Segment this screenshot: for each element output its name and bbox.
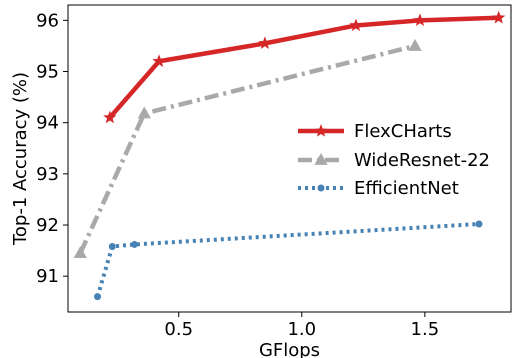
series-layer	[73, 10, 506, 301]
series-2	[94, 220, 483, 301]
series-0	[103, 10, 506, 124]
series-2-point-2	[130, 240, 138, 248]
x-tick-label-0: 0.5	[164, 319, 193, 340]
legend-label-1: WideResnet-22	[354, 150, 490, 171]
series-1-point-1	[137, 106, 151, 119]
series-2-point-3	[475, 220, 483, 228]
series-0-point-3	[349, 18, 363, 32]
y-tick-label-0: 91	[36, 266, 59, 287]
series-0-point-5	[492, 10, 506, 24]
legend-item-2: EfficientNet	[298, 178, 459, 199]
x-tick-label-2: 1.5	[411, 319, 440, 340]
series-0-point-2	[258, 36, 272, 50]
legend-marker-0	[314, 124, 328, 137]
series-2-line	[95, 221, 480, 298]
series-1	[73, 38, 422, 259]
legend-marker-2	[317, 184, 325, 192]
x-axis-label: GFlops	[259, 340, 320, 358]
legend-label-2: EfficientNet	[354, 178, 459, 199]
legend-item-1: WideResnet-22	[298, 150, 490, 171]
x-tick-label-1: 1.0	[287, 319, 316, 340]
y-tick-label-5: 96	[36, 10, 59, 31]
series-2-point-0	[94, 293, 102, 301]
y-tick-label-4: 95	[36, 62, 59, 83]
series-1-point-0	[73, 246, 87, 259]
y-tick-label-3: 94	[36, 113, 59, 134]
y-tick-label-1: 92	[36, 215, 59, 236]
legend-marker-1	[314, 153, 328, 165]
y-tick-label-2: 93	[36, 164, 59, 185]
series-0-point-1	[152, 54, 166, 67]
series-0-point-4	[413, 13, 427, 27]
legend-label-0: FlexCHarts	[354, 121, 452, 142]
series-2-point-1	[108, 243, 116, 251]
legend: FlexCHarts WideResnet-22 EfficientNet	[298, 121, 490, 199]
series-1-point-2	[408, 38, 422, 51]
plot-frame	[67, 4, 512, 313]
ticks-layer: 0.5 1.0 1.5 91 92 93 94 95 96	[36, 10, 439, 340]
series-0-line	[108, 15, 499, 120]
y-axis-label: Top-1 Accuracy (%)	[10, 72, 31, 246]
legend-item-0: FlexCHarts	[298, 121, 452, 142]
series-0-point-0	[103, 110, 117, 124]
